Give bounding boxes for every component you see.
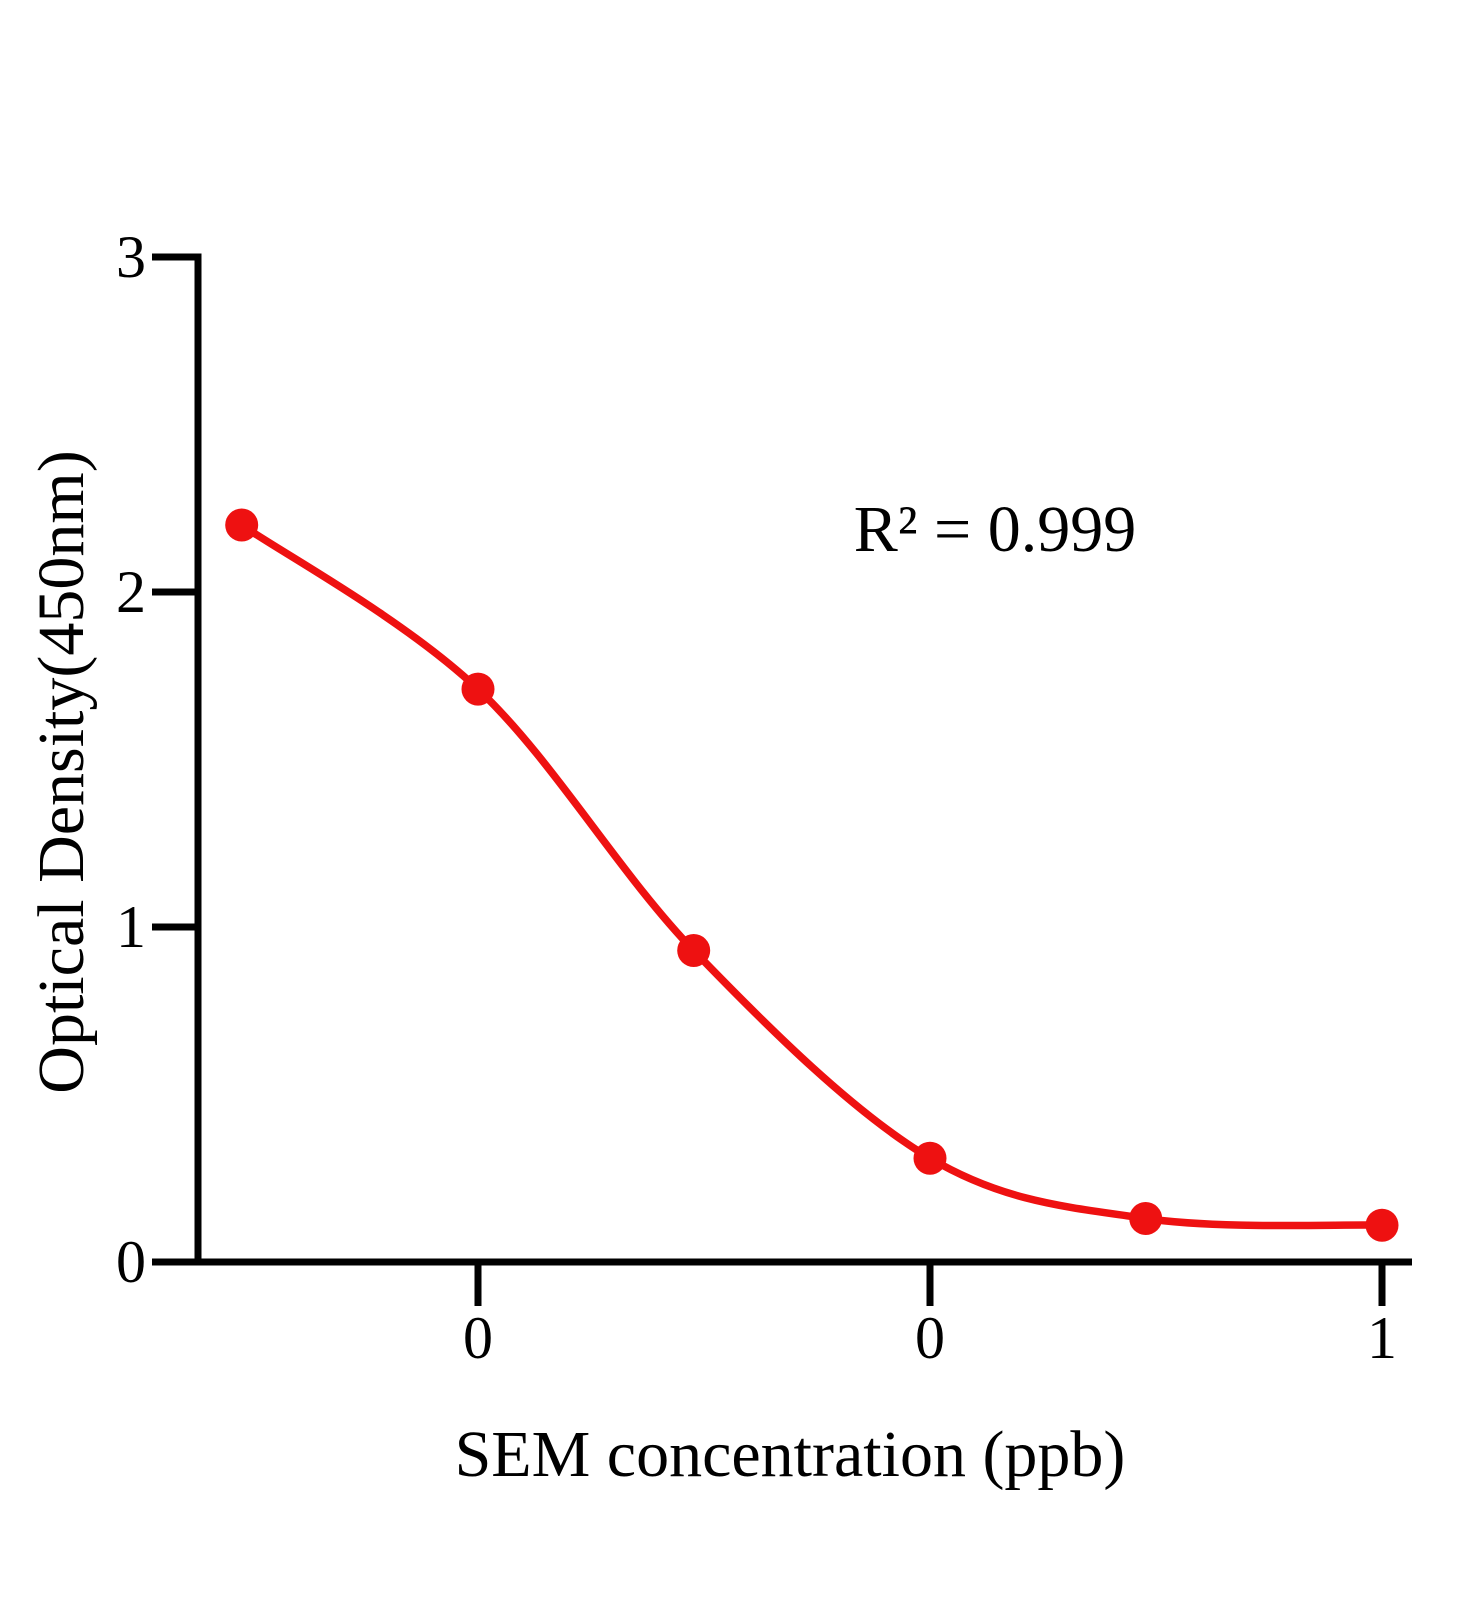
y-tick-label: 0 (116, 1229, 146, 1295)
y-tick-label: 2 (116, 559, 146, 625)
x-axis-title: SEM concentration (ppb) (454, 1418, 1126, 1491)
data-point-marker (225, 508, 259, 542)
standard-curve-line (237, 521, 1386, 1230)
data-point-marker (1365, 1208, 1399, 1242)
data-point-marker (913, 1141, 947, 1175)
r-squared-annotation: R² = 0.999 (853, 493, 1137, 566)
data-point-marker (677, 934, 711, 967)
x-tick-label: 0 (915, 1305, 945, 1371)
x-tick-label: 0 (463, 1305, 493, 1371)
y-axis-title: Optical Density(450nm) (25, 450, 98, 1094)
data-point-marker (461, 672, 495, 706)
x-tick-label: 1 (1367, 1305, 1397, 1371)
data-point-marker (1129, 1202, 1163, 1235)
y-tick-label: 3 (116, 224, 146, 290)
y-tick-label: 1 (116, 894, 146, 960)
